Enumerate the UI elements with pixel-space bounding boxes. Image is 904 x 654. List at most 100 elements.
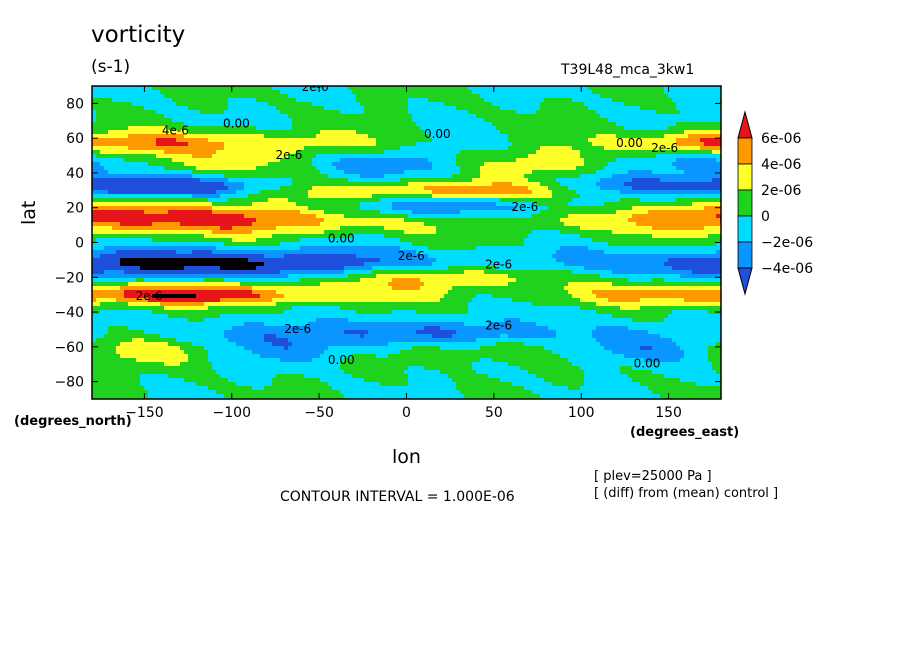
field-cell xyxy=(544,198,549,203)
field-cell xyxy=(332,98,337,103)
field-cell xyxy=(640,142,645,147)
field-cell xyxy=(92,130,97,135)
field-cell xyxy=(104,130,109,135)
field-cell xyxy=(140,154,145,159)
field-cell xyxy=(216,170,221,175)
field-cell xyxy=(208,190,213,195)
field-cell xyxy=(180,190,185,195)
field-cell xyxy=(712,206,717,211)
field-cell xyxy=(324,118,329,123)
field-cell xyxy=(484,126,489,131)
field-cell xyxy=(240,142,245,147)
field-cell xyxy=(296,186,301,191)
field-cell xyxy=(688,110,693,115)
field-cell xyxy=(500,158,505,163)
field-cell xyxy=(140,194,145,199)
field-cell xyxy=(576,194,581,199)
field-cell xyxy=(424,182,429,187)
field-cell xyxy=(284,150,289,155)
field-cell xyxy=(176,206,181,211)
field-cell xyxy=(264,102,269,107)
field-cell xyxy=(460,114,465,119)
field-cell xyxy=(116,146,121,151)
field-cell xyxy=(460,122,465,127)
field-cell xyxy=(480,178,485,183)
field-cell xyxy=(112,118,117,123)
field-cell xyxy=(200,94,205,99)
field-cell xyxy=(492,114,497,119)
field-cell xyxy=(532,110,537,115)
field-cell xyxy=(228,114,233,119)
field-cell xyxy=(432,126,437,131)
field-cell xyxy=(484,110,489,115)
field-cell xyxy=(564,126,569,131)
field-cell xyxy=(580,130,585,135)
field-cell xyxy=(216,178,221,183)
field-cell xyxy=(424,98,429,103)
field-cell xyxy=(684,198,689,203)
field-cell xyxy=(428,170,433,175)
field-cell xyxy=(168,102,173,107)
field-cell xyxy=(344,154,349,159)
field-cell xyxy=(212,158,217,163)
field-cell xyxy=(520,166,525,171)
field-cell xyxy=(664,198,669,203)
field-cell xyxy=(704,138,709,143)
field-cell xyxy=(244,162,249,167)
field-cell xyxy=(128,190,133,195)
field-cell xyxy=(528,114,533,119)
field-cell xyxy=(272,146,277,151)
field-cell xyxy=(276,150,281,155)
field-cell xyxy=(320,198,325,203)
field-cell xyxy=(108,142,113,147)
field-cell xyxy=(312,106,317,111)
field-cell xyxy=(620,138,625,143)
field-cell xyxy=(180,142,185,147)
field-cell xyxy=(228,182,233,187)
field-cell xyxy=(372,182,377,187)
field-cell xyxy=(424,210,429,215)
field-cell xyxy=(620,182,625,187)
field-cell xyxy=(92,106,97,111)
field-cell xyxy=(540,174,545,179)
field-cell xyxy=(316,134,321,139)
field-cell xyxy=(108,198,113,203)
field-cell xyxy=(716,98,721,103)
field-cell xyxy=(452,174,457,179)
field-cell xyxy=(96,174,101,179)
field-cell xyxy=(580,138,585,143)
field-cell xyxy=(420,114,425,119)
field-cell xyxy=(388,202,393,207)
field-cell xyxy=(344,134,349,139)
field-cell xyxy=(260,178,265,183)
field-cell xyxy=(660,190,665,195)
field-cell xyxy=(152,194,157,199)
field-cell xyxy=(172,130,177,135)
field-cell xyxy=(340,94,345,99)
field-cell xyxy=(260,194,265,199)
field-cell xyxy=(652,130,657,135)
field-cell xyxy=(692,138,697,143)
field-cell xyxy=(396,178,401,183)
field-cell xyxy=(640,98,645,103)
field-cell xyxy=(128,166,133,171)
field-cell xyxy=(544,150,549,155)
field-cell xyxy=(324,162,329,167)
field-cell xyxy=(144,114,149,119)
field-cell xyxy=(312,178,317,183)
field-cell xyxy=(416,182,421,187)
field-cell xyxy=(212,122,217,127)
field-cell xyxy=(644,206,649,211)
field-cell xyxy=(708,94,713,99)
field-cell xyxy=(516,106,521,111)
field-cell xyxy=(268,146,273,151)
field-cell xyxy=(428,186,433,191)
field-cell xyxy=(172,186,177,191)
field-cell xyxy=(552,86,557,91)
field-cell xyxy=(216,150,221,155)
field-cell xyxy=(600,162,605,167)
field-cell xyxy=(428,182,433,187)
field-cell xyxy=(428,86,433,91)
field-cell xyxy=(312,166,317,171)
field-cell xyxy=(412,102,417,107)
